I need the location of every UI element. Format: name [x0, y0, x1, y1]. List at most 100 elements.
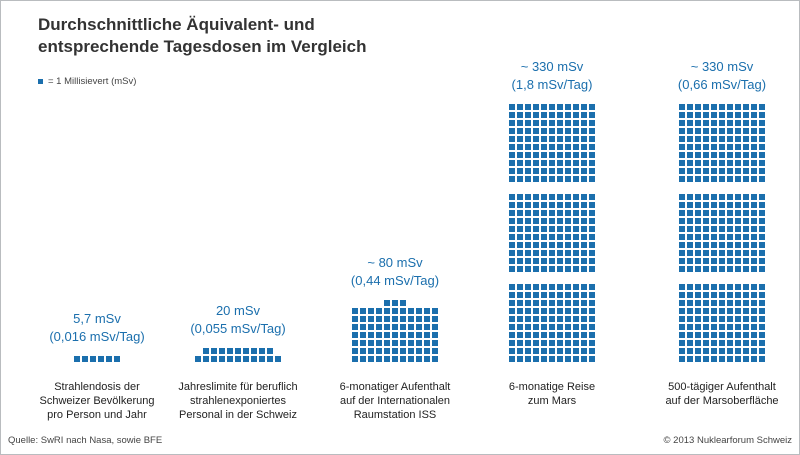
dose-square: [432, 332, 438, 338]
dose-square: [565, 218, 571, 224]
dose-square: [735, 210, 741, 216]
dose-square: [719, 226, 725, 232]
dose-square: [589, 356, 595, 362]
dose-square: [727, 210, 733, 216]
dose-square: [751, 308, 757, 314]
dose-square: [759, 112, 765, 118]
dose-square: [517, 168, 523, 174]
dose-square: [416, 332, 422, 338]
dose-square: [581, 202, 587, 208]
dose-square: [557, 104, 563, 110]
dose-square: [759, 168, 765, 174]
dose-square: [759, 308, 765, 314]
dose-square: [533, 266, 539, 272]
dose-square: [695, 144, 701, 150]
dose-square: [703, 234, 709, 240]
dose-square: [384, 324, 390, 330]
dose-square: [743, 284, 749, 290]
dose-square: [695, 250, 701, 256]
dose-square: [424, 348, 430, 354]
dose-square: [695, 104, 701, 110]
dose-square: [408, 316, 414, 322]
dose-square: [711, 136, 717, 142]
dose-square: [759, 144, 765, 150]
dose-square: [703, 356, 709, 362]
dose-square: [719, 136, 725, 142]
dose-square: [533, 210, 539, 216]
dose-square: [392, 340, 398, 346]
dose-square: [557, 308, 563, 314]
dose-square: [581, 356, 587, 362]
dose-square: [573, 356, 579, 362]
dose-square: [573, 258, 579, 264]
dose-square: [541, 152, 547, 158]
dose-square: [687, 292, 693, 298]
dose-square: [735, 324, 741, 330]
dose-square: [751, 234, 757, 240]
dose-square: [743, 234, 749, 240]
dose-square: [695, 292, 701, 298]
dose-square: [759, 210, 765, 216]
dose-square: [360, 340, 366, 346]
dose-square: [751, 194, 757, 200]
dose-square: [517, 324, 523, 330]
dose-square: [679, 356, 685, 362]
dose-square: [679, 136, 685, 142]
dose-square: [719, 120, 725, 126]
dose-square: [573, 194, 579, 200]
dose-square: [695, 168, 701, 174]
dose-square: [679, 258, 685, 264]
dose-square: [735, 234, 741, 240]
dose-square: [517, 284, 523, 290]
dose-square: [695, 356, 701, 362]
dose-square: [525, 218, 531, 224]
dose-square: [589, 160, 595, 166]
dose-square: [679, 210, 685, 216]
dose-square: [525, 266, 531, 272]
dose-square: [695, 234, 701, 240]
dose-square: [541, 168, 547, 174]
dose-square: [549, 284, 555, 290]
dose-square: [392, 348, 398, 354]
dose-square: [759, 258, 765, 264]
dose-square: [589, 128, 595, 134]
dose-square: [703, 292, 709, 298]
dose-square: [743, 160, 749, 166]
dose-square: [392, 308, 398, 314]
dose-square: [679, 340, 685, 346]
dose-square: [509, 340, 515, 346]
dose-square: [74, 356, 80, 362]
dose-square: [384, 308, 390, 314]
dose-square: [743, 176, 749, 182]
dose-square: [589, 136, 595, 142]
dose-square: [565, 152, 571, 158]
dose-square: [565, 160, 571, 166]
dose-square: [573, 226, 579, 232]
dose-square: [541, 194, 547, 200]
dose-square: [525, 136, 531, 142]
dose-square: [719, 168, 725, 174]
dose-square: [565, 324, 571, 330]
dose-square: [243, 356, 249, 362]
dose-square: [557, 250, 563, 256]
category-label-line: auf der Marsoberfläche: [665, 395, 779, 407]
dose-square: [549, 258, 555, 264]
dose-square: [759, 340, 765, 346]
dose-square: [267, 356, 273, 362]
dose-square: [557, 168, 563, 174]
dose-square: [751, 292, 757, 298]
dose-square: [679, 104, 685, 110]
dose-square: [727, 324, 733, 330]
dose-square: [589, 316, 595, 322]
dose-square: [735, 160, 741, 166]
dose-square: [751, 324, 757, 330]
dose-square: [751, 168, 757, 174]
dose-square: [573, 120, 579, 126]
dose-square: [368, 332, 374, 338]
dose-square: [695, 258, 701, 264]
dose-square: [557, 218, 563, 224]
dose-square: [719, 194, 725, 200]
dose-square: [687, 202, 693, 208]
dose-square: [541, 242, 547, 248]
dose-square: [695, 160, 701, 166]
